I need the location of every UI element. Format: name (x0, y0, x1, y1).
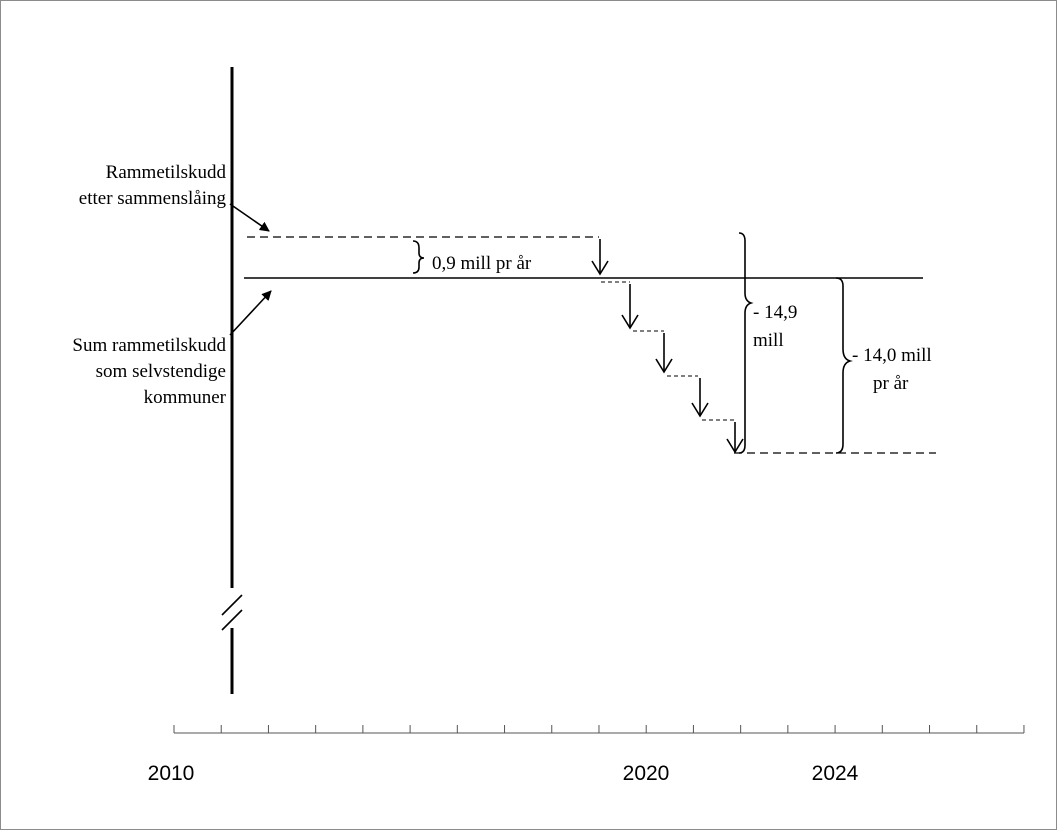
label-independent-grant-line1: Sum rammetilskudd (72, 335, 226, 356)
label-net-drop-line1: - 14,0 mill (852, 345, 932, 366)
pointer-arrow-merged (229, 203, 270, 232)
label-independent-grant-line3: kommuner (144, 387, 227, 408)
step-staircase (591, 239, 744, 454)
year-label-2024: 2024 (812, 762, 859, 785)
label-total-drop-line2: mill (753, 330, 784, 351)
year-label-2020: 2020 (623, 762, 670, 785)
label-merged-grant-line2: etter sammenslåing (79, 188, 227, 209)
year-label-2010: 2010 (148, 762, 195, 785)
label-difference-per-year: 0,9 mill pr år (432, 253, 532, 274)
pointer-arrow-independent (229, 290, 272, 336)
axis-break-icon (221, 594, 243, 631)
net-drop-brace-icon (835, 277, 853, 454)
label-merged-grant-line1: Rammetilskudd (106, 162, 227, 183)
time-axis-ticks (173, 725, 1025, 733)
label-independent-grant-line2: som selvstendige (96, 361, 226, 382)
small-brace-icon (412, 240, 425, 274)
total-drop-brace-icon (738, 232, 754, 454)
label-total-drop-line1: - 14,9 (753, 302, 797, 323)
label-net-drop-line2: pr år (873, 373, 909, 394)
